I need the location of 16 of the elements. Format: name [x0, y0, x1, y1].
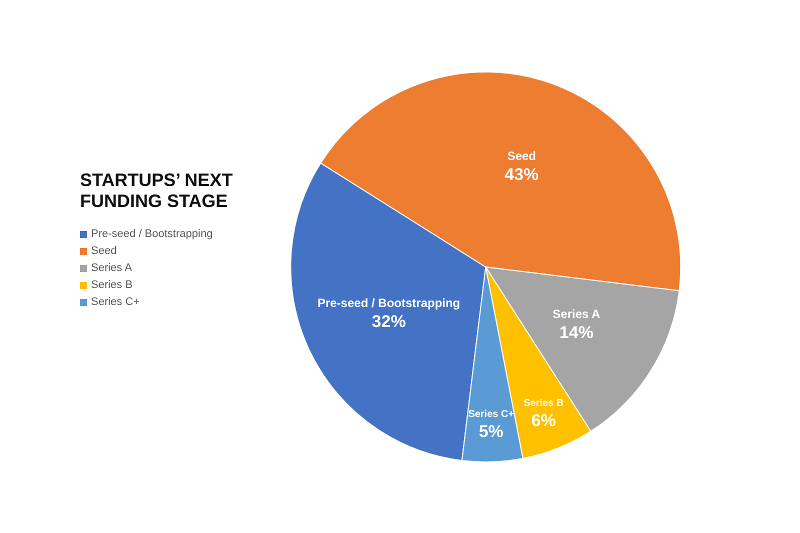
slice-label: Pre-seed / Bootstrapping — [317, 296, 460, 310]
data-label: 43% — [504, 164, 539, 184]
data-label: 6% — [531, 410, 556, 430]
slice-label: Series C+ — [468, 408, 514, 420]
legend-label: Seed — [91, 245, 117, 257]
legend-label: Series B — [91, 279, 133, 291]
data-label: 14% — [559, 323, 594, 342]
legend-label: Series C+ — [91, 296, 140, 308]
slice-label: Series A — [552, 307, 601, 322]
slice-label: Series B — [524, 398, 564, 409]
legend-label: Series A — [91, 262, 132, 274]
slice-label: Seed — [507, 148, 536, 163]
data-label: 5% — [478, 422, 504, 441]
data-label: 32% — [372, 312, 406, 332]
text: STARTUPS’ NEXT FUNDING STAGE — [80, 170, 234, 212]
legend-label: Pre-seed / Bootstrapping — [91, 228, 213, 240]
